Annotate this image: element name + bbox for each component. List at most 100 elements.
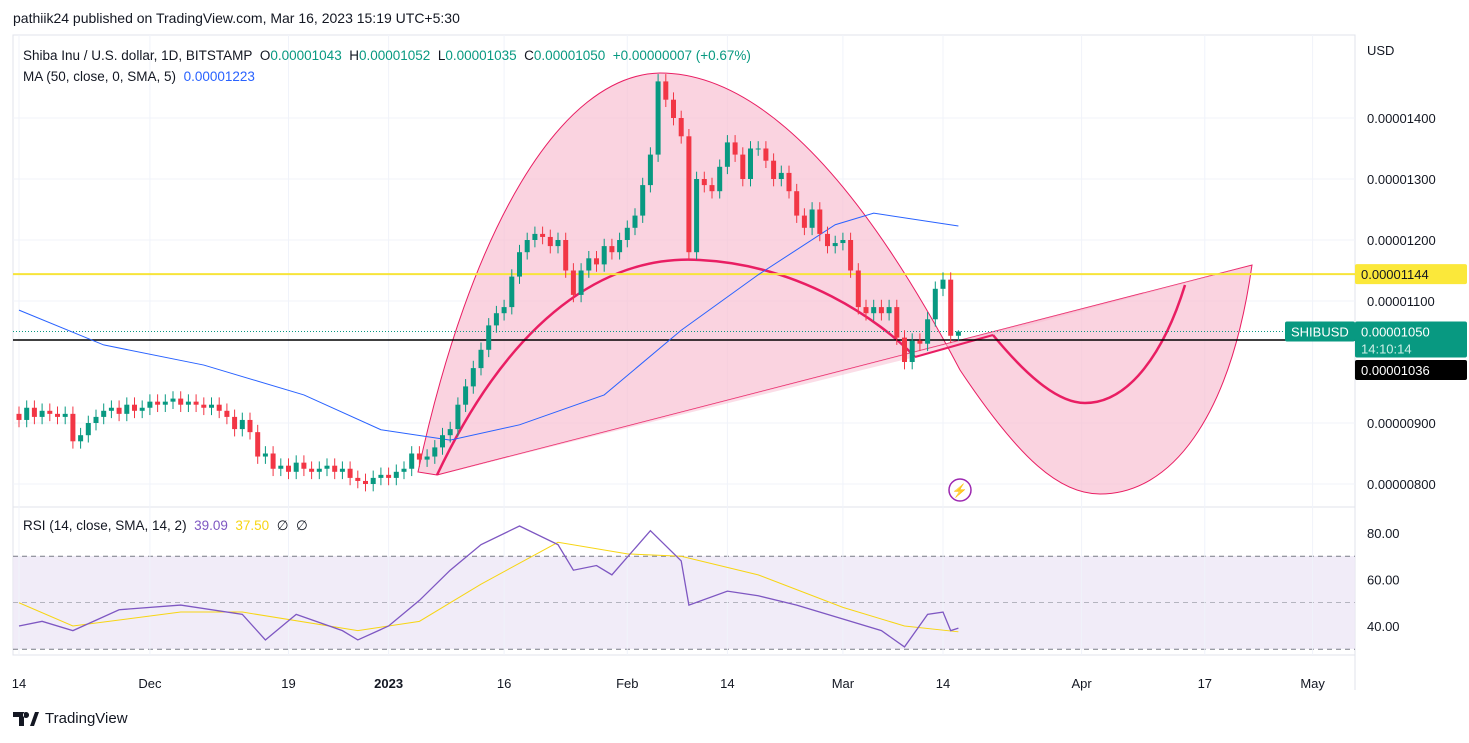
candle-body [363,480,368,484]
candle-body [917,340,923,344]
candle-body [686,136,692,253]
candle-body [902,337,907,362]
candle-body [694,179,700,253]
candle-body [493,313,499,326]
candle-body [116,407,122,414]
candle-body [31,407,37,417]
candle-body [547,236,553,247]
candle-body [786,172,792,192]
rsi-extra-1: ∅ [276,518,289,533]
candle-body [755,148,761,150]
candle-body [678,118,684,137]
candle-body [517,252,522,277]
rsi-ma-line [18,541,959,633]
trend-line-drawing[interactable] [914,334,994,358]
rsi-tick-label: 60.00 [1367,573,1400,588]
close-label: C [524,48,534,63]
candle-body [794,191,800,216]
candle-body [301,462,307,469]
candle-body [170,398,176,402]
candle-body [101,410,107,417]
candle-body [324,465,330,469]
candle-body [185,401,191,405]
candle-body [139,407,145,411]
candle-body [825,233,830,247]
price-tick-label: 0.00001100 [1367,294,1435,309]
candle-body [948,279,954,336]
high-value: 0.00001052 [358,48,431,63]
candle-body [609,246,615,253]
date-tick-label: Dec [138,676,162,691]
candle-body [540,233,546,237]
candle-body [339,468,345,472]
candle-body [570,270,576,295]
candle-body [486,325,492,350]
candle-body [286,465,291,472]
candle-body [316,468,322,472]
tradingview-logo[interactable]: TradingView [13,710,128,727]
candle-body [70,413,76,442]
candle-body [293,462,299,472]
candle-body [647,154,653,186]
candle-body [232,416,238,430]
candle-body [432,447,438,457]
main-legend: Shiba Inu / U.S. dollar, 1D, BITSTAMP O 0… [23,45,751,87]
candle-body [509,276,515,308]
projected-cup-drawing[interactable] [992,284,1187,405]
rsi-tick-label: 80.00 [1367,526,1400,541]
candle-body [193,401,199,405]
candle-body [147,401,153,408]
rsi-label[interactable]: RSI (14, close, SMA, 14, 2) [23,518,187,533]
candle-body [370,477,376,484]
rsi-value: 39.09 [194,518,228,533]
date-tick-label: 17 [1198,676,1212,691]
candle-body [262,453,268,457]
candle-body [124,404,130,414]
price-tick-label: 0.00001200 [1367,233,1436,248]
candle-body [247,419,253,433]
symbol-tag-label: SHIBUSD [1291,325,1349,340]
rsi-line [18,525,959,648]
candle-body [871,307,877,314]
wedge-drawing[interactable] [437,265,1252,475]
candle-body [455,404,461,430]
candle-body [16,413,22,420]
candle-body [347,468,353,478]
candle-body [601,246,607,265]
last-price-label-bg [1355,321,1467,358]
candle-body [270,453,276,469]
candle-body [524,240,530,253]
date-tick-label: 16 [497,676,511,691]
lightning-event-icon[interactable] [948,478,972,502]
symbol-tag-label-bg [1285,321,1355,342]
candle-body [501,307,507,314]
candle-body [732,142,738,155]
candle-body [955,331,961,336]
candle-body [886,307,892,314]
candle-body [132,404,137,411]
candle-body [940,279,946,289]
candle-body [848,240,854,271]
ma-label[interactable]: MA (50, close, 0, SMA, 5) [23,69,177,84]
open-label: O [259,48,271,63]
candle-body [701,179,707,186]
candle-body [255,432,261,457]
price-tick-label: 0.00001400 [1367,111,1436,126]
candle-body [386,474,392,478]
candle-body [878,307,884,314]
candle-body [586,258,592,271]
cup-pattern-drawing[interactable] [417,72,1253,495]
candle-body [855,270,861,308]
candle-body [894,307,900,338]
black-level-label: 0.00001036 [1361,363,1430,378]
candle-body [309,468,315,472]
symbol-title[interactable]: Shiba Inu / U.S. dollar, 1D, BITSTAMP [23,48,253,63]
candle-body [655,81,661,155]
candle-body [447,429,453,436]
candle-body [201,404,207,408]
candle-body [771,160,777,179]
candle-body [239,419,245,430]
low-label: L [437,48,446,63]
inner-arc-drawing[interactable] [435,258,916,476]
